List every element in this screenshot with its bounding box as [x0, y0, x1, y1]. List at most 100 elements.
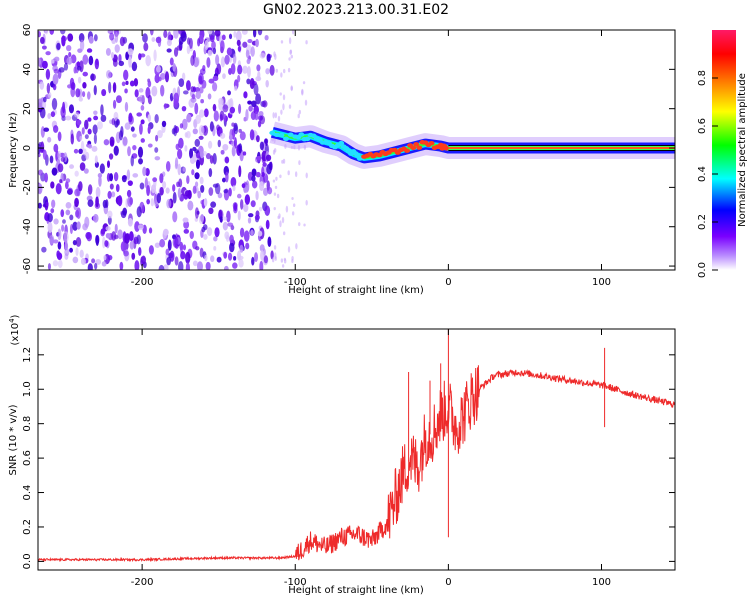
- spectrogram-noise-blob: [113, 111, 119, 122]
- spectrogram-noise-blob: [91, 258, 96, 264]
- spectrogram-noise-blob: [155, 134, 159, 142]
- spectrogram-noise-blob: [95, 234, 100, 245]
- x-tick-label: 0: [445, 277, 451, 288]
- spectrogram-noise-blob: [173, 30, 179, 39]
- spectrogram-noise-blob: [279, 92, 282, 96]
- spectrogram-noise-blob: [43, 127, 50, 132]
- spectrogram-noise-blob: [81, 154, 87, 162]
- colorbar-tick-label: 0.2: [697, 214, 708, 230]
- spectrogram-noise-blob: [290, 54, 293, 59]
- spectrogram-noise-blob: [241, 30, 248, 35]
- spectrogram-noise-blob: [104, 240, 109, 247]
- spectrogram-noise-blob: [82, 91, 86, 98]
- spectrogram-noise-blob: [237, 45, 242, 52]
- spectrogram-noise-blob: [132, 173, 139, 178]
- spectrogram-noise-blob: [75, 237, 82, 247]
- spectrogram-noise-blob: [277, 115, 281, 122]
- spectrogram-noise-blob: [115, 95, 122, 104]
- y-tick-label: 40: [22, 63, 33, 76]
- spectrogram-noise-blob: [56, 252, 63, 260]
- spectrogram-noise-blob: [113, 171, 119, 182]
- spectrogram-noise-blob: [180, 250, 186, 260]
- colorbar-tick-label: 0.4: [697, 166, 708, 182]
- spectrogram-noise-blob: [42, 149, 47, 160]
- spectrogram-noise-blob: [213, 236, 218, 242]
- spectrogram-noise-blob: [52, 239, 59, 244]
- spectrogram-noise-blob: [172, 63, 176, 72]
- spectrogram-noise-blob: [194, 102, 199, 115]
- spectrogram-noise-blob: [281, 216, 285, 224]
- spectrogram-noise-blob: [233, 124, 239, 135]
- spectrogram-noise-blob: [219, 110, 225, 121]
- spectrogram-noise-blob: [186, 45, 191, 55]
- spectrogram-noise-blob: [117, 195, 123, 207]
- spectrogram-noise-blob: [289, 49, 292, 56]
- spectrogram-noise-blob: [233, 30, 237, 38]
- y-tick-label: 20: [22, 102, 33, 115]
- spectrogram-noise-blob: [181, 72, 186, 81]
- spectrogram-noise-blob: [68, 104, 75, 114]
- spectrogram-noise-blob: [131, 61, 138, 72]
- spectrogram-noise-blob: [207, 93, 212, 100]
- spectrogram-x-ticks: -200 -100 0 100: [131, 30, 611, 288]
- x-tick-label: -200: [131, 577, 154, 588]
- spectrogram-noise-blob: [279, 220, 282, 228]
- spectrogram-noise-blob: [82, 82, 87, 89]
- spectrogram-noise-blob: [225, 171, 229, 183]
- spectrogram-noise-blob: [233, 137, 237, 149]
- spectrogram-noise-blob: [65, 202, 72, 209]
- spectrogram-noise-blob: [79, 162, 86, 171]
- spectrogram-noise-blob: [147, 125, 151, 134]
- spectrogram-noise-blob: [238, 259, 244, 268]
- spectrogram-noise-blob: [125, 80, 129, 86]
- spectrogram-noise-blob: [95, 196, 99, 208]
- spectrogram-noise-blob: [251, 180, 258, 189]
- spectrogram-noise-blob: [65, 115, 72, 121]
- spectrogram-noise-blob: [147, 80, 152, 88]
- spectrogram-noise-blob: [112, 59, 118, 67]
- spectrogram-noise-blob: [275, 68, 278, 73]
- spectrogram-noise-blob: [88, 35, 94, 44]
- spectrogram-noise-blob: [161, 120, 167, 128]
- spectrogram-noise-blob: [49, 234, 55, 245]
- spectrogram-noise-blob: [61, 35, 66, 47]
- spectrogram-noise-blob: [90, 73, 95, 82]
- spectrogram-noise-blob: [112, 99, 117, 109]
- spectrogram-noise-blob: [95, 258, 102, 265]
- spectrogram-noise-blob: [238, 143, 243, 154]
- spectrogram-noise-blob: [199, 176, 204, 185]
- spectrogram-noise-blob: [154, 73, 160, 84]
- spectrogram-noise-blob: [136, 206, 142, 218]
- spectrogram-noise-blob: [247, 213, 254, 218]
- spectrogram-noise-blob: [213, 110, 219, 122]
- signal-track-blob: [416, 145, 423, 150]
- spectrogram-noise-blob: [121, 175, 127, 183]
- spectrogram-noise-blob: [176, 45, 183, 51]
- spectrogram-noise-blob: [100, 104, 104, 116]
- spectrogram-noise-blob: [192, 185, 197, 195]
- spectrogram-noise-blob: [45, 68, 51, 80]
- spectrogram-noise-blob: [166, 198, 172, 209]
- spectrogram-noise-blob: [208, 187, 214, 196]
- spectrogram-noise-blob: [251, 256, 255, 266]
- spectrogram-noise-blob: [136, 112, 143, 117]
- spectrogram-noise-blob: [255, 38, 259, 48]
- y-tick-label: 1.2: [22, 347, 33, 363]
- colorbar-ticks: 0.0 0.2 0.4 0.6 0.8: [697, 70, 718, 278]
- spectrogram-noise-blob: [82, 71, 88, 77]
- spectrogram-noise-blob: [247, 65, 251, 78]
- spectrogram-noise-blob: [41, 246, 47, 253]
- spectrogram-noise-blob: [241, 183, 246, 189]
- spectrogram-noise-blob: [198, 124, 205, 136]
- spectrogram-noise-blob: [87, 144, 93, 149]
- spectrogram-noise-blob: [246, 78, 251, 85]
- spectrogram-marks: [38, 30, 675, 270]
- spectrogram-noise-blob: [50, 111, 56, 118]
- spectrogram-noise-blob: [134, 89, 139, 98]
- spectrogram-noise-blob: [245, 49, 250, 59]
- spectrogram-noise-blob: [203, 197, 208, 207]
- spectrogram-noise-blob: [229, 106, 236, 114]
- spectrogram-noise-blob: [78, 32, 85, 43]
- spectrogram-noise-blob: [40, 36, 45, 45]
- spectrogram-noise-blob: [113, 234, 119, 240]
